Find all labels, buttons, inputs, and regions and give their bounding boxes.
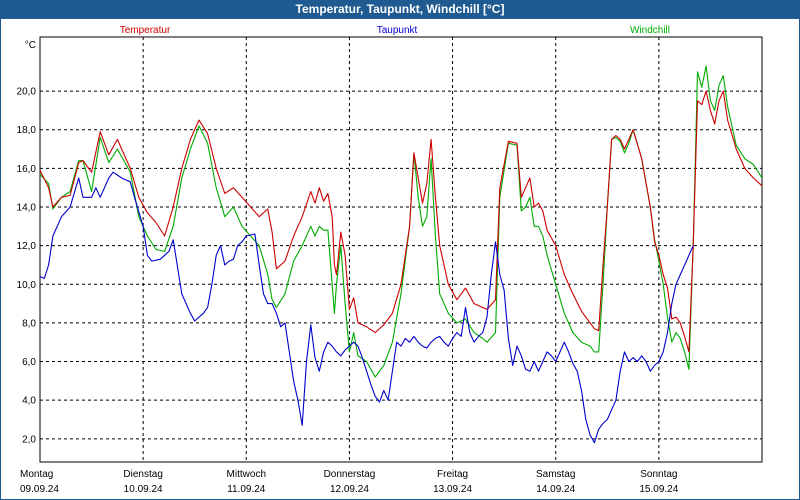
day-label: Mittwoch	[227, 469, 266, 480]
y-tick-label: 6,0	[22, 357, 36, 368]
y-tick-label: 2,0	[22, 434, 36, 445]
date-label: 12.09.24	[330, 484, 369, 495]
date-label: 15.09.24	[639, 484, 678, 495]
day-label: Donnerstag	[324, 469, 376, 480]
day-label: Freitag	[437, 469, 468, 480]
y-tick-label: 16,0	[17, 164, 37, 175]
date-label: 11.09.24	[227, 484, 266, 495]
series-line-taupunkt	[39, 171, 694, 444]
chart-title: Temperatur, Taupunkt, Windchill [°C]	[0, 0, 800, 18]
day-label: Dienstag	[123, 469, 162, 480]
date-label: 14.09.24	[536, 484, 575, 495]
y-tick-label: 18,0	[17, 125, 37, 136]
y-tick-label: 4,0	[22, 396, 36, 407]
day-label: Sonntag	[640, 469, 677, 480]
y-tick-label: 10,0	[17, 280, 37, 291]
y-tick-label: 14,0	[17, 203, 37, 214]
y-tick-label: 8,0	[22, 318, 36, 329]
date-label: 13.09.24	[433, 484, 472, 495]
day-label: Samstag	[536, 469, 575, 480]
series-line-temperatur	[39, 90, 763, 353]
y-tick-label: 12,0	[17, 241, 37, 252]
day-label: Montag	[20, 469, 53, 480]
legend-windchill: Windchill	[630, 25, 670, 36]
y-axis-label: °C	[25, 40, 36, 51]
legend-temperatur: Temperatur	[120, 25, 171, 36]
y-tick-label: 20,0	[17, 87, 37, 98]
plot-area	[39, 36, 763, 463]
series-line-windchill	[39, 65, 763, 378]
date-label: 09.09.24	[20, 484, 59, 495]
date-label: 10.09.24	[124, 484, 163, 495]
legend-taupunkt: Taupunkt	[377, 25, 418, 36]
